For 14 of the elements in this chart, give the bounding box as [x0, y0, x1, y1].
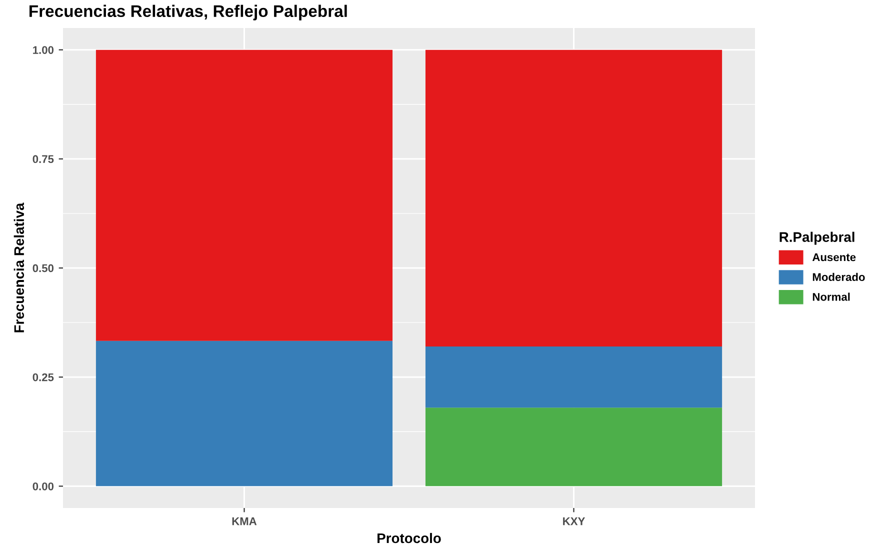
x-tick-label: KXY [563, 517, 586, 526]
legend-label: Moderado [812, 272, 865, 281]
legend-title: R.Palpebral [780, 232, 854, 245]
legend-label: Ausente [812, 253, 856, 262]
y-tick-label: 0.00 [32, 482, 54, 490]
y-tick-label: 0.50 [32, 264, 54, 272]
x-axis-title: Protocolo [378, 532, 441, 544]
y-tick-label: 0.75 [32, 155, 54, 164]
y-tick-label: 0.25 [32, 373, 54, 382]
legend-label: Normal [812, 292, 850, 301]
y-axis-title: Frecuencia Relativa [14, 202, 24, 332]
chart-title: Frecuencias Relativas, Reflejo Palpebral [30, 4, 347, 20]
y-tick-label: 1.00 [33, 46, 54, 54]
x-tick-label: KMA [232, 517, 257, 526]
